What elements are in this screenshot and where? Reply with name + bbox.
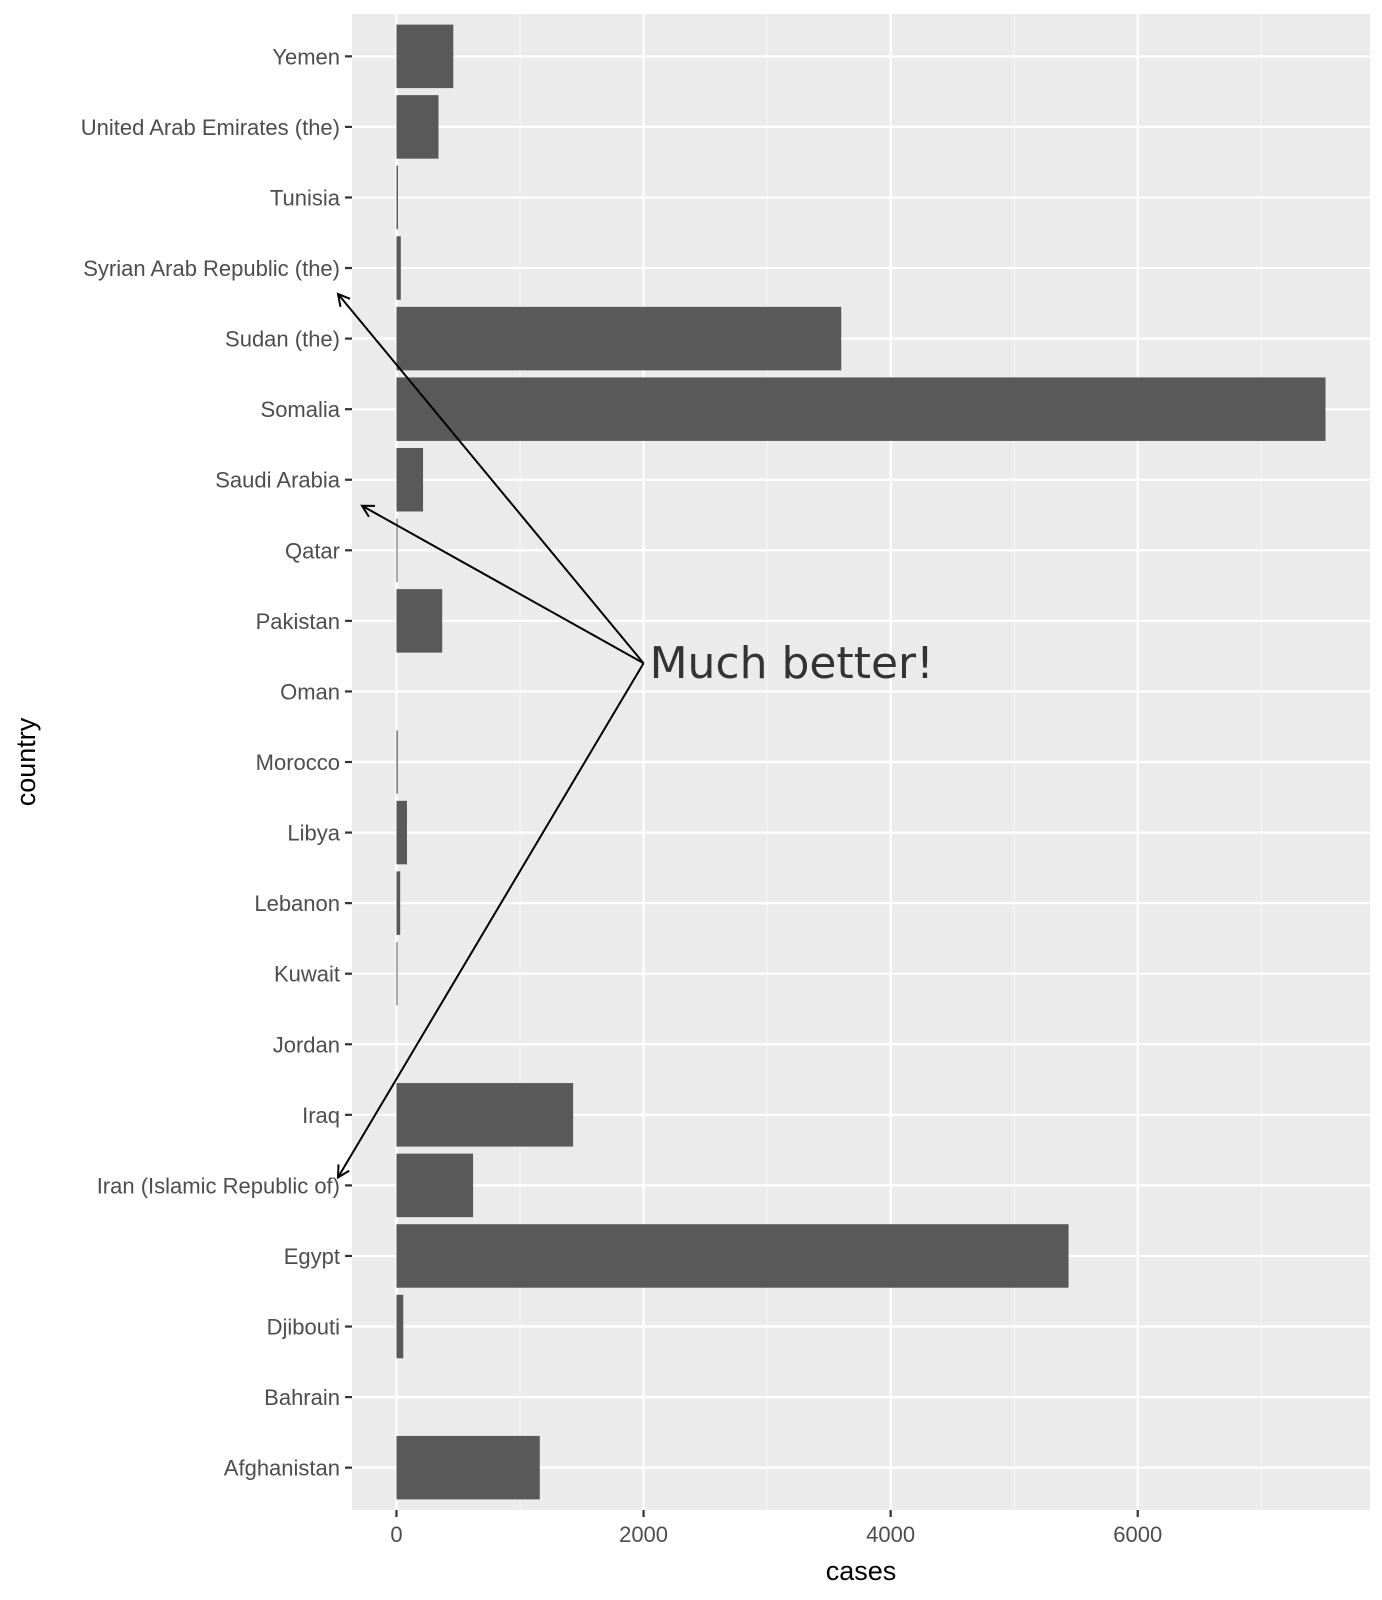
x-tick-label: 0 <box>390 1522 402 1547</box>
y-tick-label: Jordan <box>273 1032 340 1057</box>
annotation-arrow <box>361 504 645 665</box>
bar-afghanistan <box>396 1435 540 1500</box>
bar-yemen <box>396 24 454 89</box>
y-tick-label: Saudi Arabia <box>215 468 341 493</box>
y-tick-label: Pakistan <box>256 609 340 634</box>
annotation-arrowhead <box>336 1164 350 1180</box>
bar-pakistan <box>396 589 443 653</box>
bar-tunisia <box>396 165 398 230</box>
y-tick-label: Iran (Islamic Republic of) <box>97 1173 340 1198</box>
x-axis: 0 2000 4000 6000 <box>390 1510 1162 1547</box>
bar-qatar <box>396 518 398 583</box>
bar-djibouti <box>396 1294 404 1359</box>
y-axis: Afghanistan Bahrain Djibouti Egypt Iran (Isl… <box>81 44 352 1481</box>
annotation-arrowhead <box>360 504 376 518</box>
y-tick-label: Sudan (the) <box>225 327 340 352</box>
x-axis-title: cases <box>826 1556 897 1586</box>
y-tick-label: Qatar <box>285 538 340 563</box>
y-tick-label: Iraq <box>302 1103 340 1128</box>
bar-saudi-arabia <box>396 447 424 512</box>
y-tick-label: Bahrain <box>264 1385 340 1410</box>
bar-iraq <box>396 1083 574 1147</box>
bar-iran-islamic-republic-of <box>396 1153 474 1218</box>
annotation-arrow <box>337 662 645 1178</box>
annotation-arrowhead <box>336 292 351 307</box>
y-tick-label: Egypt <box>284 1244 340 1269</box>
bar-united-arab-emirates-the <box>396 95 439 159</box>
bar-lebanon <box>396 871 401 935</box>
bar-syrian-arab-republic-the <box>396 236 401 300</box>
y-tick-label: Syrian Arab Republic (the) <box>83 256 340 281</box>
y-tick-label: Somalia <box>261 397 341 422</box>
bars <box>396 24 1326 1500</box>
bar-somalia <box>396 377 1326 441</box>
annotation-arrow <box>337 293 645 664</box>
bar-morocco <box>396 730 398 794</box>
bar-egypt <box>396 1224 1069 1288</box>
y-tick-label: Djibouti <box>267 1315 340 1340</box>
y-tick-label: Kuwait <box>274 962 340 987</box>
annotation: Much better! <box>336 292 934 1180</box>
y-tick-label: Tunisia <box>270 185 341 210</box>
y-tick-label: Libya <box>287 821 340 846</box>
bar-sudan-the <box>396 306 842 371</box>
annotation-text: Much better! <box>650 638 934 689</box>
bar-kuwait <box>396 941 398 1006</box>
bar-libya <box>396 800 407 865</box>
y-tick-label: Lebanon <box>254 891 340 916</box>
y-tick-label: United Arab Emirates (the) <box>81 115 340 140</box>
y-tick-label: Oman <box>280 679 340 704</box>
y-tick-label: Afghanistan <box>224 1456 340 1481</box>
y-axis-title: country <box>11 717 41 806</box>
x-tick-label: 4000 <box>866 1522 915 1547</box>
x-tick-label: 6000 <box>1113 1522 1162 1547</box>
y-tick-label: Yemen <box>272 44 340 69</box>
y-tick-label: Morocco <box>256 750 340 775</box>
x-tick-label: 2000 <box>619 1522 668 1547</box>
